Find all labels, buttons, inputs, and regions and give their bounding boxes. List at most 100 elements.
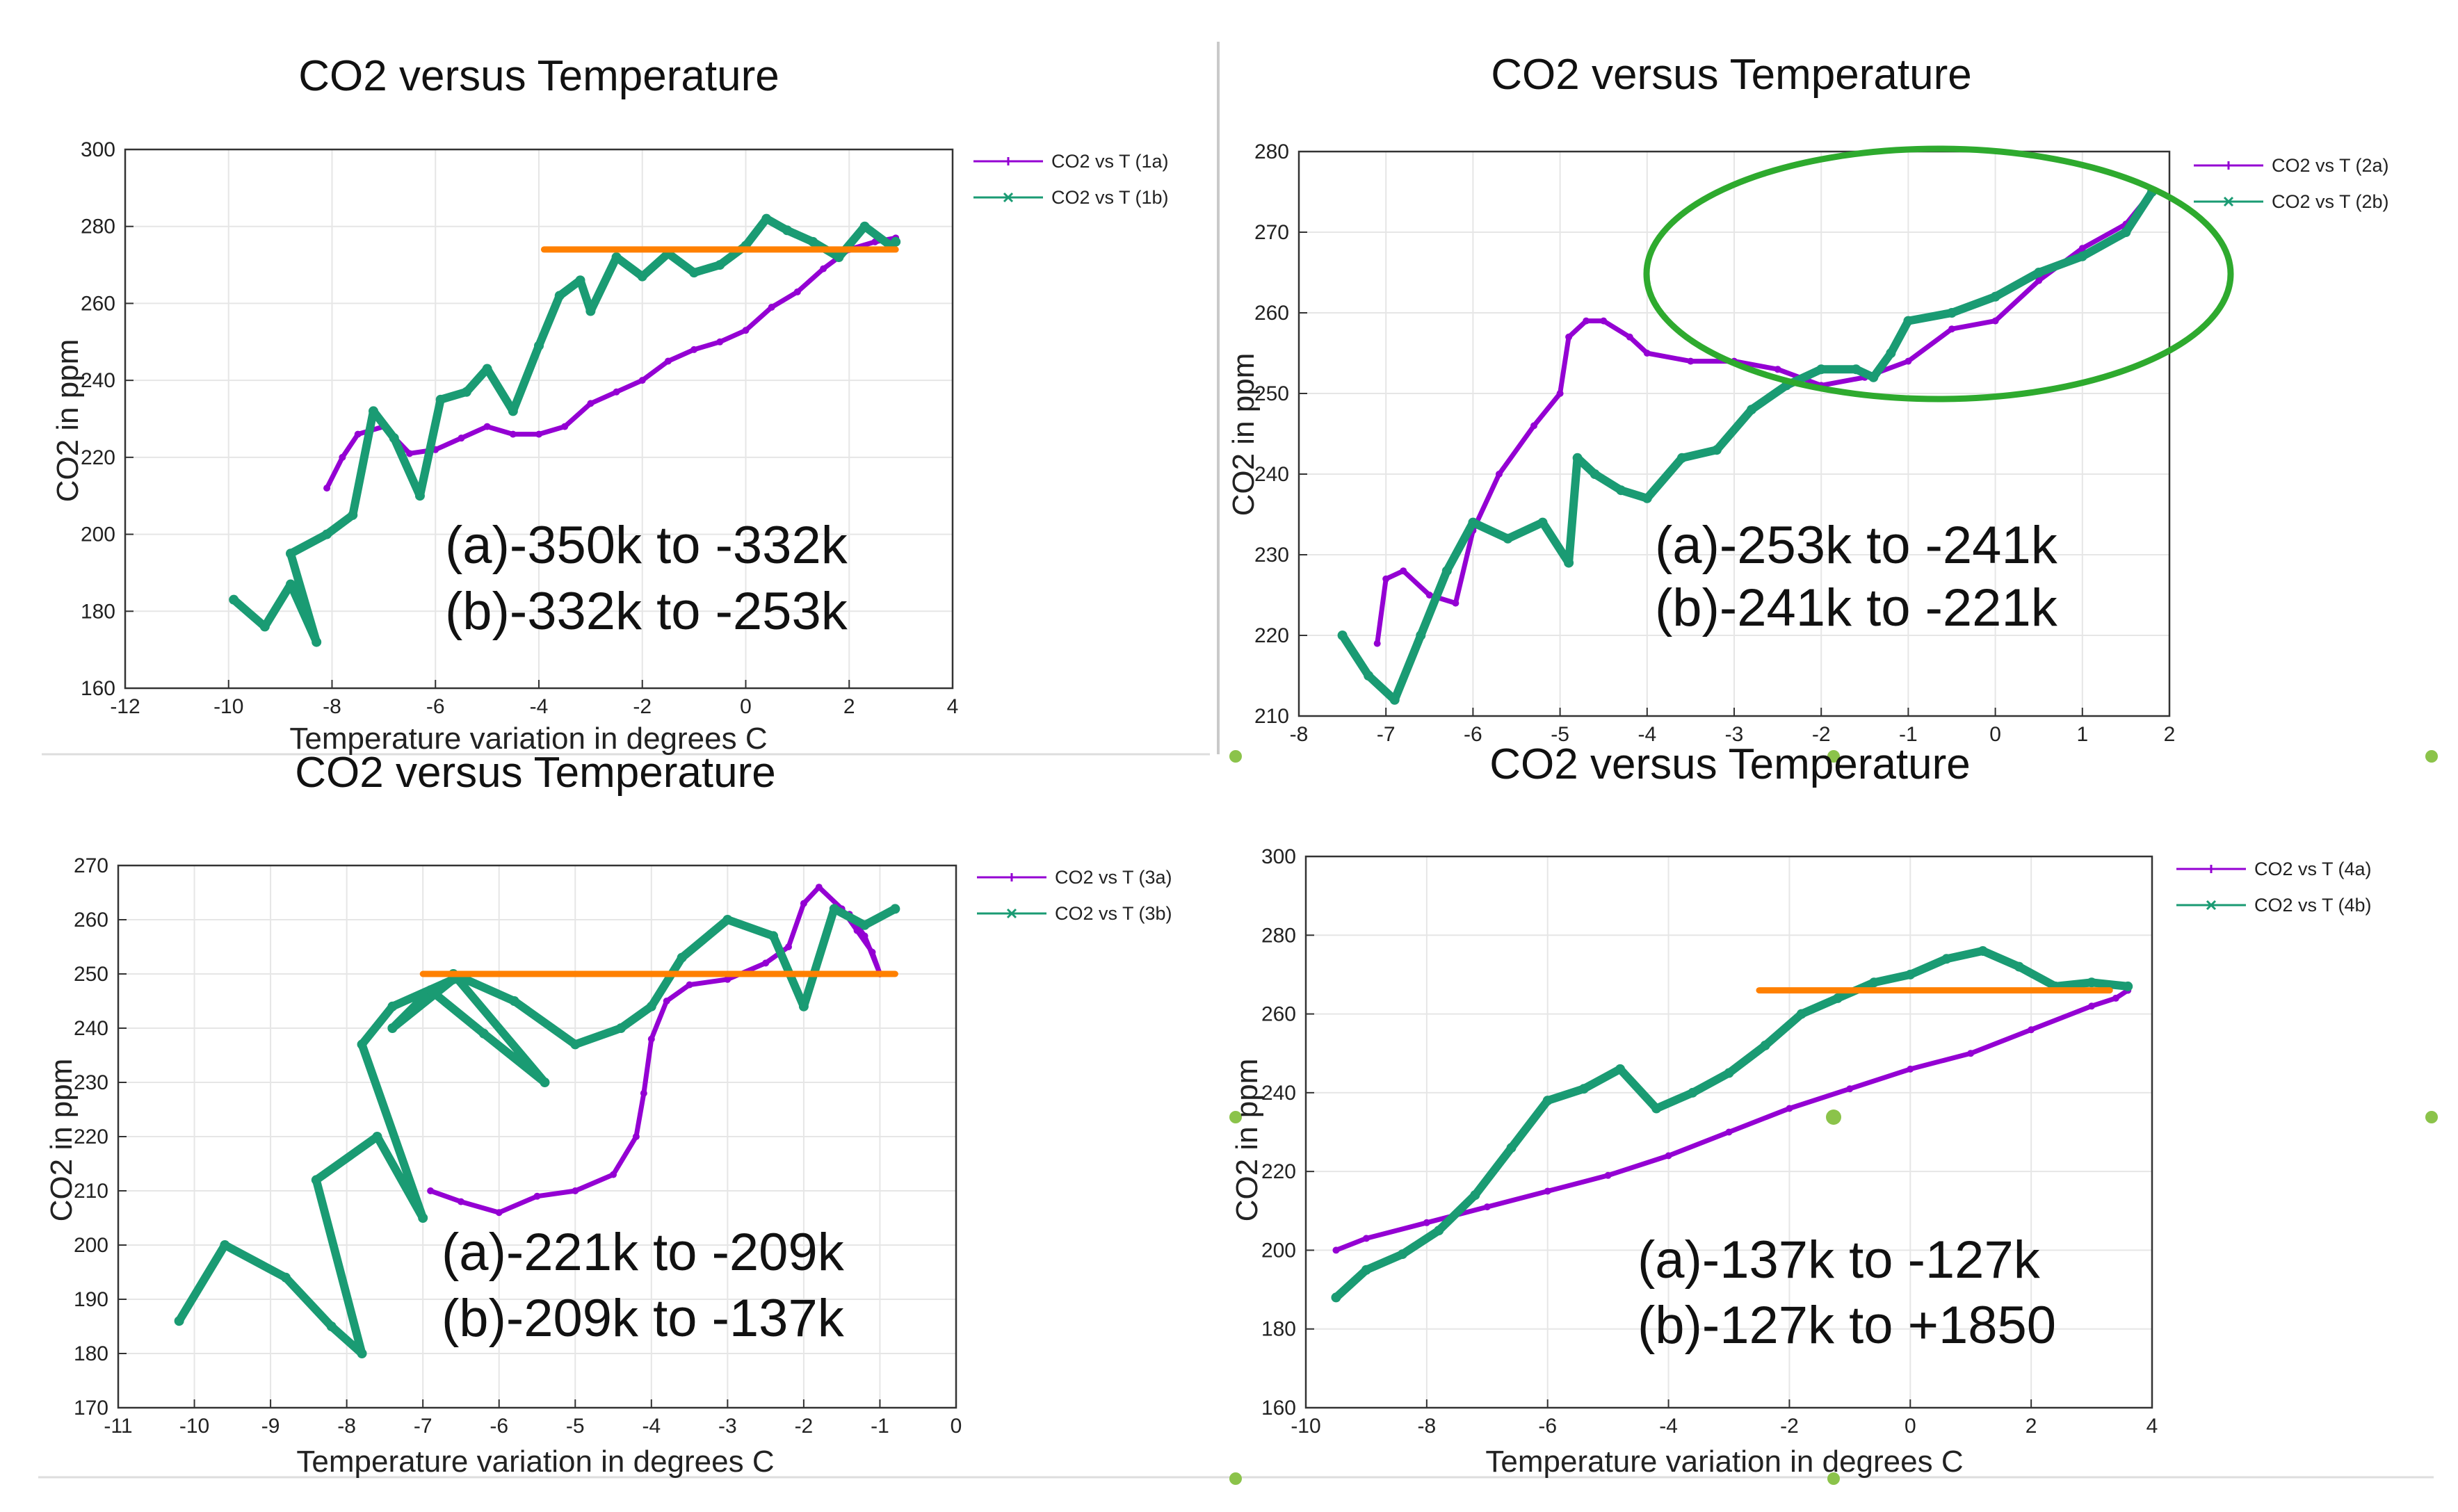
data-point xyxy=(2123,981,2133,991)
data-point xyxy=(570,1039,581,1050)
data-point xyxy=(1537,517,1548,528)
data-point xyxy=(322,529,332,539)
series-line xyxy=(1375,189,2155,647)
x-tick-label: 0 xyxy=(1905,1415,1916,1438)
data-point xyxy=(1947,308,1957,318)
data-point xyxy=(1434,1226,1444,1236)
x-tick-label: -6 xyxy=(1464,723,1482,746)
data-point xyxy=(815,884,823,891)
data-point xyxy=(1542,1096,1553,1106)
series-line xyxy=(324,235,898,491)
data-point xyxy=(2078,245,2086,252)
y-tick-label: 260 xyxy=(1261,1003,1296,1026)
x-tick-label: -10 xyxy=(179,1415,209,1438)
handle-dot xyxy=(1229,1111,1242,1123)
x-tick-label: -6 xyxy=(1538,1415,1557,1438)
y-tick-label: 190 xyxy=(74,1288,108,1311)
data-point xyxy=(2077,251,2087,261)
data-point xyxy=(535,430,542,438)
data-point xyxy=(357,1349,367,1358)
period-annotation-b: (b)-209k to -137k xyxy=(442,1289,845,1348)
y-tick-label: 300 xyxy=(81,138,115,161)
chart-title: CO2 versus Temperature xyxy=(1491,51,1971,99)
x-tick-label: 4 xyxy=(2146,1415,2158,1438)
data-point xyxy=(782,225,792,236)
handle-dot xyxy=(1827,750,1840,763)
data-point xyxy=(1400,567,1407,575)
data-point xyxy=(1687,357,1695,365)
data-point xyxy=(326,1322,337,1331)
x-tick-label: 0 xyxy=(740,695,752,718)
period-annotation-b: (b)-332k to -253k xyxy=(445,582,848,641)
x-tick-label: -8 xyxy=(323,695,341,718)
highlight-ellipse xyxy=(1643,145,2234,403)
data-point xyxy=(508,406,518,416)
data-point xyxy=(1868,372,1879,382)
x-tick-label: -6 xyxy=(426,695,445,718)
x-tick-label: -5 xyxy=(566,1415,585,1438)
data-point xyxy=(1361,1265,1371,1275)
x-tick-label: -1 xyxy=(1899,723,1918,746)
y-tick-label: 250 xyxy=(74,963,108,986)
period-annotation-b: (b)-127k to +1850 xyxy=(1638,1296,2056,1355)
y-tick-label: 270 xyxy=(74,854,108,877)
data-point xyxy=(2087,977,2097,988)
legend-label: CO2 vs T (2b) xyxy=(2272,191,2389,212)
y-tick-label: 240 xyxy=(1254,463,1289,486)
data-point xyxy=(1468,517,1478,528)
data-point xyxy=(677,952,687,963)
data-point xyxy=(1851,364,1861,375)
data-point xyxy=(220,1240,230,1250)
data-point xyxy=(2035,277,2043,284)
x-tick-label: 2 xyxy=(2026,1415,2037,1438)
legend-label: CO2 vs T (4a) xyxy=(2254,859,2372,879)
x-tick-label: -8 xyxy=(1418,1415,1437,1438)
data-point xyxy=(311,1175,321,1185)
x-tick-label: -1 xyxy=(871,1415,889,1438)
data-point xyxy=(1332,1246,1340,1254)
data-point xyxy=(1565,333,1573,341)
x-tick-label: 4 xyxy=(947,695,959,718)
y-tick-label: 220 xyxy=(1254,624,1289,647)
data-point xyxy=(1869,977,1879,988)
legend-marker xyxy=(2206,900,2217,911)
y-tick-label: 180 xyxy=(74,1342,108,1365)
data-point xyxy=(348,510,358,520)
y-tick-label: 210 xyxy=(1254,705,1289,728)
x-tick-label: -11 xyxy=(104,1415,132,1438)
plot-area-frame xyxy=(1304,855,2153,1409)
y-tick-label: 280 xyxy=(81,216,115,238)
data-point xyxy=(1816,364,1827,375)
data-point xyxy=(632,1133,640,1140)
x-axis-label: Temperature variation in degrees C xyxy=(296,1445,774,1479)
data-point xyxy=(229,594,239,605)
data-point xyxy=(483,423,491,430)
period-annotation-a: (a)-253k to -241k xyxy=(1655,516,2058,575)
handle-dot xyxy=(2425,750,2438,763)
data-point xyxy=(793,288,801,295)
data-point xyxy=(637,271,647,282)
data-point xyxy=(646,1001,656,1011)
y-tick-label: 300 xyxy=(1261,845,1296,868)
data-point xyxy=(1990,291,2000,302)
data-point xyxy=(716,338,724,346)
data-point xyxy=(575,275,585,286)
data-point xyxy=(495,1209,503,1217)
data-point xyxy=(689,268,700,278)
data-point xyxy=(616,1023,626,1033)
data-point xyxy=(2121,227,2131,237)
data-point xyxy=(785,943,792,950)
y-tick-label: 280 xyxy=(1261,924,1296,947)
data-point xyxy=(1544,1187,1551,1195)
data-point xyxy=(1907,1065,1914,1073)
x-tick-label: 1 xyxy=(2076,723,2088,746)
handle-dot xyxy=(1229,1472,1242,1485)
x-tick-label: -8 xyxy=(337,1415,356,1438)
data-point xyxy=(859,920,870,930)
data-point xyxy=(1615,1064,1626,1074)
data-point xyxy=(853,927,861,934)
data-point xyxy=(534,341,544,351)
x-tick-label: -10 xyxy=(213,695,243,718)
x-tick-label: -4 xyxy=(1638,723,1656,746)
